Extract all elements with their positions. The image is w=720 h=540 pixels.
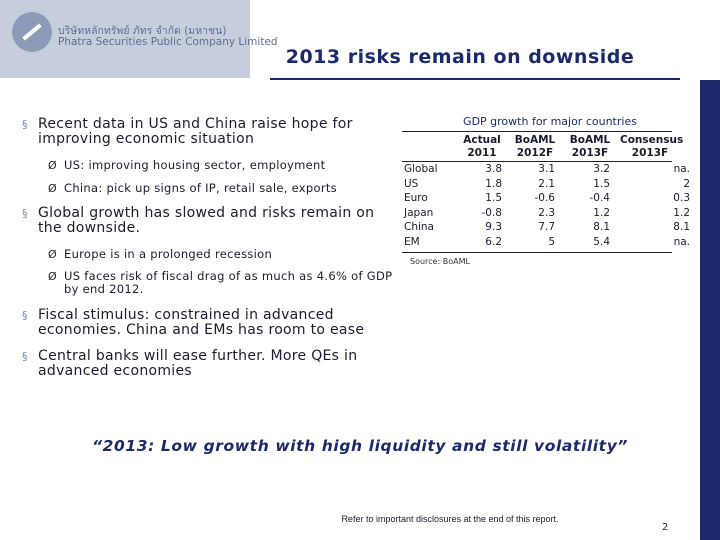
table-cell: 1.8 [485, 177, 502, 190]
table-rule [402, 251, 672, 253]
table-cell: 1.2 [673, 206, 690, 219]
page-number: 2 [662, 522, 669, 533]
table-cell: 8.1 [673, 221, 690, 234]
table-cell: -0.8 [481, 206, 503, 219]
bullet: Central banks will ease further. More QE… [22, 349, 388, 379]
column-header: Consensus [620, 134, 684, 146]
row-label: China [404, 221, 434, 234]
title-rule [270, 78, 680, 80]
table-cell: na. [673, 236, 690, 248]
row-label: Japan [404, 206, 434, 219]
table-cell: 5 [548, 236, 555, 248]
slide-title: 2013 risks remain on downside [285, 46, 635, 68]
table-cell: 5.4 [593, 236, 610, 248]
column-header: 2012F [516, 147, 554, 159]
logo-panel: บริษัทหลักทรัพย์ ภัทร จำกัด (มหาชน) Phat… [0, 0, 278, 78]
table-cell: 3.1 [538, 163, 555, 175]
table-cell: 1.5 [593, 177, 610, 190]
column-header: Actual [463, 134, 501, 146]
table-cell: na. [673, 163, 690, 175]
bullet: Recent data in US and China raise hope f… [22, 117, 388, 147]
logo-mark [12, 12, 52, 52]
table-source: Source: BoAML [410, 257, 470, 266]
table-cell: 3.2 [593, 163, 610, 175]
row-label: EM [404, 236, 420, 248]
quote: “2013: Low growth with high liquidity an… [92, 437, 628, 455]
column-header: 2013F [631, 147, 669, 159]
table-cell: 1.5 [485, 192, 502, 205]
table-rule [402, 161, 672, 162]
column-header: BoAML [569, 134, 611, 146]
row-label: Global [404, 163, 438, 175]
company-thai: บริษัทหลักทรัพย์ ภัทร จำกัด (มหาชน) [58, 25, 227, 37]
table-cell: 1.2 [593, 206, 610, 219]
table-cell: 0.3 [673, 192, 690, 205]
table-rule [402, 131, 672, 132]
sub-bullet: China: pick up signs of IP, retail sale,… [48, 182, 394, 196]
bullet: Fiscal stimulus: constrained in advanced… [22, 308, 388, 338]
table-cell: 7.7 [538, 221, 555, 234]
sub-bullet: US faces risk of fiscal drag of as much … [48, 270, 394, 296]
disclaimer: Refer to important disclosures at the en… [341, 514, 559, 524]
table-cell: 2.3 [538, 206, 555, 219]
table-cell: 9.3 [485, 221, 502, 234]
column-header: 2011 [467, 147, 497, 159]
side-bar [700, 80, 720, 540]
table-title: GDP growth for major countries [463, 115, 637, 128]
column-header: 2013F [571, 147, 609, 159]
column-header: BoAML [514, 134, 556, 146]
row-label: US [404, 177, 419, 190]
table-cell: -0.6 [534, 192, 556, 205]
table-cell: 3.8 [485, 163, 502, 175]
sub-bullet: Europe is in a prolonged recession [48, 248, 394, 262]
bullet: Global growth has slowed and risks remai… [22, 206, 388, 236]
row-label: Euro [404, 192, 428, 205]
table-cell: 2.1 [538, 177, 555, 190]
company-en: Phatra Securities Public Company Limited [58, 36, 278, 48]
sub-bullet: US: improving housing sector, employment [48, 159, 394, 173]
table-cell: -0.4 [589, 192, 611, 205]
table-cell: 8.1 [593, 221, 610, 234]
table-cell: 2 [683, 177, 690, 190]
table-cell: 6.2 [485, 236, 502, 248]
